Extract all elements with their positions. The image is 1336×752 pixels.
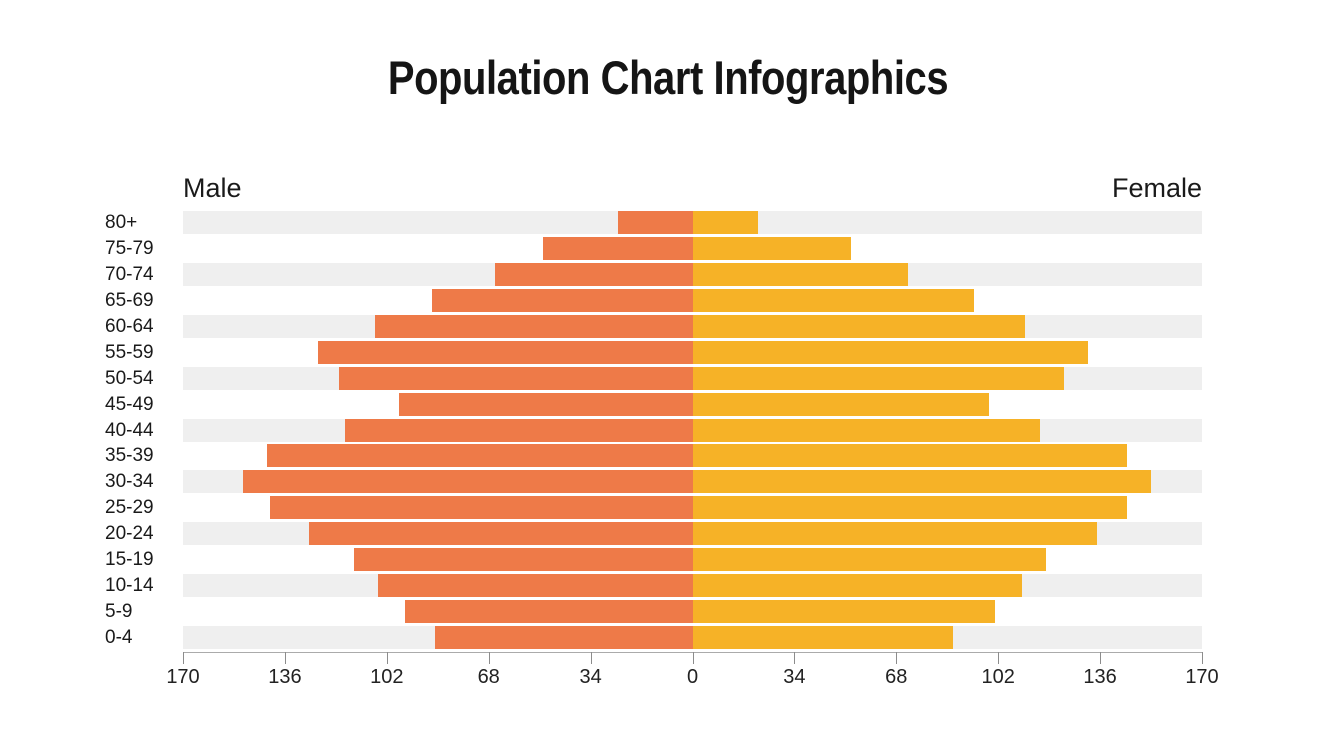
x-axis-tick-label: 170 [1185, 666, 1219, 688]
x-axis-tick [284, 652, 286, 664]
age-group-label: 15-19 [105, 549, 154, 571]
pyramid-row: 15-19 [105, 548, 1202, 572]
male-bar [617, 211, 693, 234]
pyramid-row: 50-54 [105, 366, 1202, 390]
female-bar [692, 262, 909, 286]
age-group-label: 5-9 [105, 601, 133, 623]
female-bar [692, 366, 1065, 390]
age-group-label: 30-34 [105, 471, 154, 493]
pyramid-row: 0-4 [105, 626, 1202, 650]
age-group-label: 25-29 [105, 497, 154, 519]
male-bar [242, 470, 693, 494]
female-bar [692, 548, 1047, 572]
female-bar [692, 496, 1128, 520]
age-group-label: 75-79 [105, 237, 154, 259]
female-bar [692, 418, 1041, 442]
population-pyramid-plot: 80+ 75-79 70-74 65-69 60-64 55-59 50-54 45-49 40… [105, 211, 1219, 688]
x-axis-tick-label: 170 [166, 666, 200, 688]
female-bar [692, 314, 1026, 338]
age-group-label: 50-54 [105, 367, 154, 389]
x-axis-tick-label: 102 [981, 666, 1015, 688]
male-header-label: Male [183, 173, 242, 203]
x-axis-tick [692, 652, 694, 664]
pyramid-row: 35-39 [105, 444, 1202, 468]
age-group-label: 35-39 [105, 445, 154, 467]
male-bar [398, 392, 693, 416]
pyramid-row: 30-34 [105, 470, 1202, 494]
x-axis-tick-label: 68 [885, 666, 908, 688]
female-bar [692, 392, 990, 416]
pyramid-row: 80+ [105, 211, 1202, 234]
pyramid-row: 65-69 [105, 288, 1202, 312]
x-axis-tick-label: 34 [579, 666, 602, 688]
x-axis-tick [183, 652, 184, 664]
male-bar [494, 262, 693, 286]
pyramid-row: 70-74 [105, 262, 1202, 286]
age-group-label: 60-64 [105, 315, 154, 337]
pyramid-row: 55-59 [105, 340, 1202, 364]
age-group-label: 65-69 [105, 289, 154, 311]
x-axis-tick-label: 136 [268, 666, 302, 688]
x-axis-tick [896, 652, 898, 664]
age-group-label: 20-24 [105, 523, 154, 545]
age-group-label: 40-44 [105, 419, 154, 441]
pyramid-row: 75-79 [105, 236, 1202, 260]
pyramid-row: 10-14 [105, 574, 1202, 598]
x-axis-tick [590, 652, 592, 664]
male-bar [377, 574, 693, 598]
x-axis-tick-label: 0 [686, 666, 699, 688]
chart-title: Population Chart Infographics [387, 51, 949, 104]
female-bar [692, 600, 996, 624]
female-bar [692, 444, 1128, 468]
female-bar [692, 211, 759, 234]
x-axis-tick-label: 68 [477, 666, 500, 688]
x-axis-tick [386, 652, 388, 664]
age-group-label: 80+ [105, 212, 138, 233]
x-axis-tick-label: 102 [370, 666, 404, 688]
male-bar [338, 366, 693, 390]
x-axis-tick [998, 652, 1000, 664]
male-bar [344, 418, 693, 442]
female-bar [692, 626, 954, 650]
male-bar [317, 340, 693, 364]
male-bar [308, 522, 693, 546]
female-bar [692, 522, 1098, 546]
pyramid-row: 45-49 [105, 392, 1202, 416]
x-axis-tick-label: 136 [1083, 666, 1117, 688]
male-bar [374, 314, 693, 338]
male-bar [269, 496, 693, 520]
age-group-label: 0-4 [105, 627, 133, 649]
pyramid-row: 40-44 [105, 418, 1202, 442]
x-axis-tick [1202, 652, 1203, 664]
pyramid-row: 25-29 [105, 496, 1202, 520]
male-bar [266, 444, 693, 468]
female-bar [692, 288, 975, 312]
age-group-label: 10-14 [105, 575, 154, 597]
female-bar [692, 574, 1023, 598]
female-bar [692, 340, 1089, 364]
male-bar [434, 626, 693, 650]
age-group-label: 55-59 [105, 341, 154, 363]
pyramid-row: 5-9 [105, 600, 1202, 624]
x-axis-tick [794, 652, 796, 664]
male-bar [404, 600, 693, 624]
age-group-label: 70-74 [105, 263, 154, 285]
pyramid-row: 20-24 [105, 522, 1202, 546]
age-group-label: 45-49 [105, 393, 154, 415]
female-bar [692, 470, 1152, 494]
male-bar [542, 236, 693, 260]
male-bar [353, 548, 693, 572]
female-bar [692, 236, 852, 260]
male-bar [431, 288, 693, 312]
x-axis-tick [488, 652, 490, 664]
x-axis-tick-label: 34 [783, 666, 806, 688]
x-axis-tick [1100, 652, 1102, 664]
female-header-label: Female [1111, 173, 1202, 203]
pyramid-row: 60-64 [105, 314, 1202, 338]
